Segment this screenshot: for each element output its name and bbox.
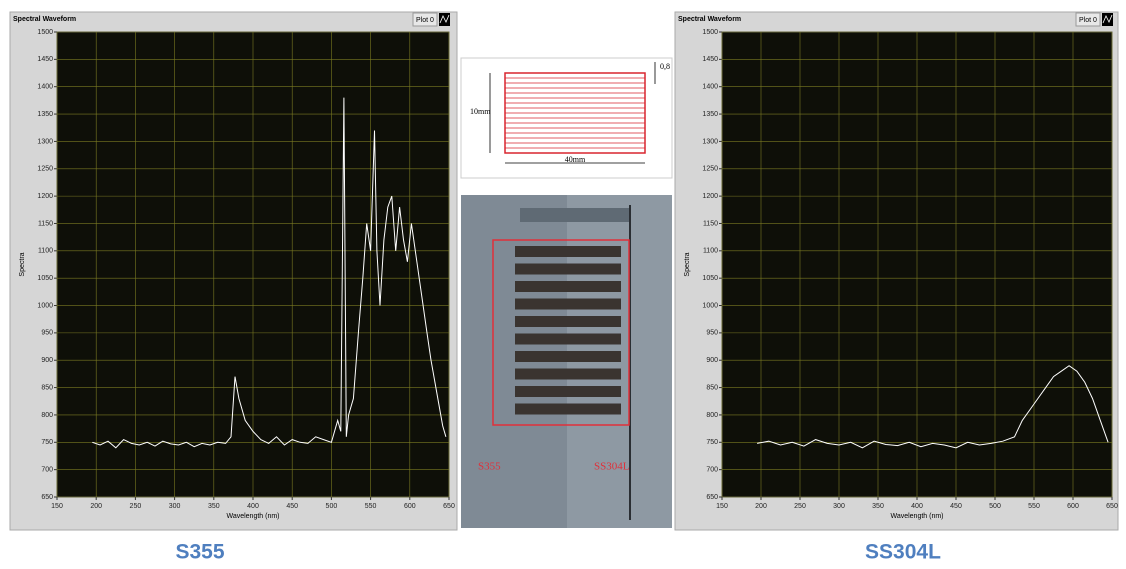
y-tick-label: 1450	[37, 56, 53, 63]
caption-left: S355	[175, 541, 224, 564]
x-tick-label: 650	[1106, 503, 1118, 510]
x-tick-label: 300	[169, 503, 181, 510]
strip	[515, 264, 621, 275]
x-tick-label: 450	[286, 503, 298, 510]
figure: 10mm 40mm 0,8 S355 SS304L S355 SS304L Sp…	[0, 0, 1126, 569]
y-tick-label: 1050	[702, 275, 718, 282]
y-tick-label: 1150	[38, 220, 53, 227]
strip	[515, 369, 621, 380]
y-tick-label: 750	[706, 439, 718, 446]
y-tick-label: 900	[41, 357, 53, 364]
x-axis-label: Wavelength (nm)	[226, 513, 279, 520]
strip	[515, 316, 621, 327]
y-tick-label: 650	[41, 494, 53, 501]
x-tick-label: 600	[1067, 503, 1079, 510]
legend-label: Plot 0	[1079, 17, 1097, 24]
y-tick-label: 1300	[37, 138, 53, 145]
y-tick-label: 1250	[37, 166, 53, 173]
x-tick-label: 350	[208, 503, 220, 510]
y-tick-label: 950	[706, 330, 718, 337]
caption-right: SS304L	[865, 541, 941, 564]
y-tick-label: 1400	[37, 84, 53, 91]
y-tick-label: 1050	[37, 275, 53, 282]
y-tick-label: 1400	[702, 84, 718, 91]
strip	[515, 386, 621, 397]
x-tick-label: 300	[833, 503, 845, 510]
width-label: 40mm	[565, 155, 586, 164]
photo-label-right: SS304L	[594, 461, 630, 473]
x-tick-label: 150	[716, 503, 728, 510]
strip	[515, 246, 621, 257]
x-tick-label: 550	[1028, 503, 1040, 510]
y-tick-label: 850	[41, 384, 53, 391]
x-tick-label: 250	[794, 503, 806, 510]
height-label: 10mm	[470, 107, 491, 116]
y-tick-label: 1200	[37, 193, 53, 200]
y-tick-label: 1000	[37, 302, 53, 309]
y-tick-label: 1300	[702, 138, 718, 145]
gap-label: 0,8	[660, 62, 670, 71]
x-tick-label: 400	[911, 503, 923, 510]
y-tick-label: 750	[41, 439, 53, 446]
legend-label: Plot 0	[416, 17, 434, 24]
x-tick-label: 500	[989, 503, 1001, 510]
x-tick-label: 600	[404, 503, 416, 510]
x-tick-label: 650	[443, 503, 455, 510]
photo-label-left: S355	[478, 461, 501, 473]
x-tick-label: 150	[51, 503, 63, 510]
page: 10mm 40mm 0,8 S355 SS304L S355 SS304L Sp…	[0, 0, 1126, 569]
y-tick-label: 1150	[703, 220, 718, 227]
y-tick-label: 1200	[702, 193, 718, 200]
x-axis-label: Wavelength (nm)	[890, 513, 943, 520]
y-tick-label: 700	[41, 466, 53, 473]
strip	[515, 334, 621, 345]
y-tick-label: 1500	[37, 29, 53, 36]
y-tick-label: 900	[706, 357, 718, 364]
strip	[515, 351, 621, 362]
y-tick-label: 1500	[702, 29, 718, 36]
x-tick-label: 400	[247, 503, 259, 510]
y-axis-label: Spectra	[684, 252, 691, 276]
y-tick-label: 1100	[703, 248, 718, 255]
x-tick-label: 350	[872, 503, 884, 510]
y-tick-label: 850	[706, 384, 718, 391]
strip	[515, 299, 621, 310]
x-tick-label: 250	[130, 503, 142, 510]
chart-title: Spectral Waveform	[13, 16, 76, 23]
y-tick-label: 1250	[702, 166, 718, 173]
y-tick-label: 1450	[702, 56, 718, 63]
y-tick-label: 1350	[37, 111, 53, 118]
y-tick-label: 1100	[38, 248, 53, 255]
y-axis-label: Spectra	[19, 252, 26, 276]
clamp	[520, 208, 630, 222]
y-tick-label: 1350	[702, 111, 718, 118]
y-tick-label: 700	[706, 466, 718, 473]
strip	[515, 281, 621, 292]
x-tick-label: 200	[755, 503, 767, 510]
y-tick-label: 1000	[702, 302, 718, 309]
y-tick-label: 800	[41, 412, 53, 419]
strip	[515, 404, 621, 415]
x-tick-label: 200	[90, 503, 102, 510]
y-tick-label: 800	[706, 412, 718, 419]
x-tick-label: 450	[950, 503, 962, 510]
x-tick-label: 500	[326, 503, 338, 510]
y-tick-label: 950	[41, 330, 53, 337]
y-tick-label: 650	[706, 494, 718, 501]
x-tick-label: 550	[365, 503, 377, 510]
chart-title: Spectral Waveform	[678, 16, 741, 23]
